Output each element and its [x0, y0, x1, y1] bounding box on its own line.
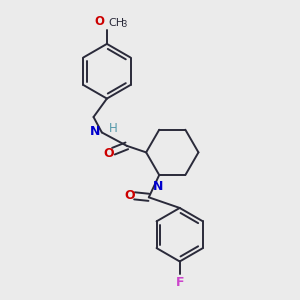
Text: 3: 3: [121, 20, 127, 29]
Text: O: O: [94, 15, 104, 28]
Text: O: O: [124, 189, 135, 202]
Text: CH: CH: [108, 18, 124, 28]
Text: H: H: [109, 122, 118, 135]
Text: O: O: [103, 147, 114, 160]
Text: F: F: [176, 276, 184, 289]
Text: N: N: [90, 125, 101, 138]
Text: N: N: [152, 180, 163, 194]
